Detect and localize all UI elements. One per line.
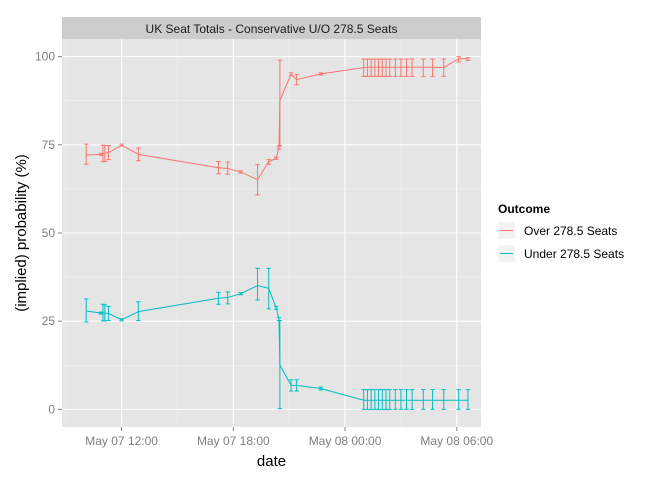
data-point — [387, 389, 392, 410]
y-tick-label: 75 — [42, 138, 56, 152]
data-point — [102, 145, 108, 162]
data-point — [288, 72, 294, 77]
legend-title: Outcome — [498, 202, 550, 216]
data-point — [441, 389, 446, 410]
data-point — [361, 58, 366, 77]
legend: Outcome Over 278.5 Seats Under 278.5 Sea… — [497, 202, 624, 263]
data-point — [383, 58, 389, 77]
y-tick-label: 25 — [42, 314, 56, 328]
data-point — [398, 58, 404, 77]
data-point — [294, 73, 299, 86]
y-tick-label: 50 — [42, 226, 56, 240]
data-point — [277, 59, 283, 147]
data-point — [365, 58, 370, 77]
data-point — [441, 58, 446, 77]
data-point — [294, 379, 299, 392]
data-point — [465, 57, 471, 62]
data-point — [393, 389, 398, 410]
data-point — [368, 389, 374, 410]
data-point — [255, 164, 260, 196]
data-point — [376, 58, 381, 77]
data-point — [372, 58, 378, 77]
data-point — [421, 58, 426, 77]
x-axis: May 07 12:00 May 07 18:00 May 08 00:00 May … — [85, 427, 493, 448]
data-point — [376, 389, 381, 410]
data-point — [383, 389, 389, 410]
y-axis-title: (implied) probability (%) — [13, 154, 30, 312]
data-point — [216, 291, 221, 305]
data-point — [106, 305, 111, 321]
y-tick-label: 0 — [48, 402, 55, 416]
series-under — [84, 267, 471, 410]
series-over — [84, 56, 471, 196]
data-point — [276, 145, 282, 150]
data-point — [404, 58, 409, 77]
data-point — [361, 389, 366, 410]
data-point — [273, 156, 279, 160]
data-point — [409, 58, 415, 77]
data-point — [380, 58, 385, 77]
data-point — [277, 319, 283, 410]
x-axis-title: date — [257, 453, 286, 470]
legend-label-under: Under 278.5 Seats — [524, 247, 624, 261]
data-point — [398, 389, 404, 410]
data-point — [288, 379, 294, 392]
data-point — [365, 389, 370, 410]
data-point — [266, 267, 271, 310]
x-tick-label: May 08 00:00 — [309, 434, 382, 448]
x-tick-label: May 07 12:00 — [85, 434, 158, 448]
data-point — [273, 305, 279, 310]
x-tick-label: May 07 18:00 — [197, 434, 270, 448]
data-point — [393, 58, 398, 77]
data-point — [372, 389, 378, 410]
data-point — [136, 147, 141, 162]
data-point — [84, 143, 89, 165]
data-point — [430, 389, 435, 410]
data-point — [465, 389, 471, 410]
data-point — [318, 386, 324, 391]
data-point — [266, 159, 271, 165]
data-point — [119, 318, 124, 322]
y-axis: 0 25 50 75 100 — [35, 50, 62, 416]
data-point — [106, 145, 111, 161]
data-point — [368, 58, 374, 77]
chart-title: UK Seat Totals - Conservative U/O 278.5 … — [146, 22, 398, 36]
data-point — [102, 304, 108, 322]
data-point — [409, 389, 415, 410]
data-point — [216, 160, 221, 175]
data-point — [119, 143, 124, 147]
data-point — [255, 267, 260, 301]
data-point — [380, 389, 385, 410]
data-point — [421, 389, 426, 410]
x-tick-label: May 08 06:00 — [420, 434, 493, 448]
data-point — [238, 170, 243, 174]
legend-label-over: Over 278.5 Seats — [524, 224, 617, 238]
data-point — [404, 389, 409, 410]
data-point — [387, 58, 392, 77]
data-point — [456, 56, 461, 63]
data-point — [225, 161, 230, 175]
y-tick-label: 100 — [35, 50, 55, 64]
data-point — [225, 291, 230, 305]
data-point — [136, 301, 141, 321]
data-point — [84, 298, 89, 323]
data-point — [238, 292, 243, 296]
data-point — [430, 58, 435, 77]
data-point — [318, 72, 324, 76]
data-point — [456, 389, 461, 410]
series-layer — [84, 56, 471, 410]
facet-strip — [62, 17, 481, 39]
